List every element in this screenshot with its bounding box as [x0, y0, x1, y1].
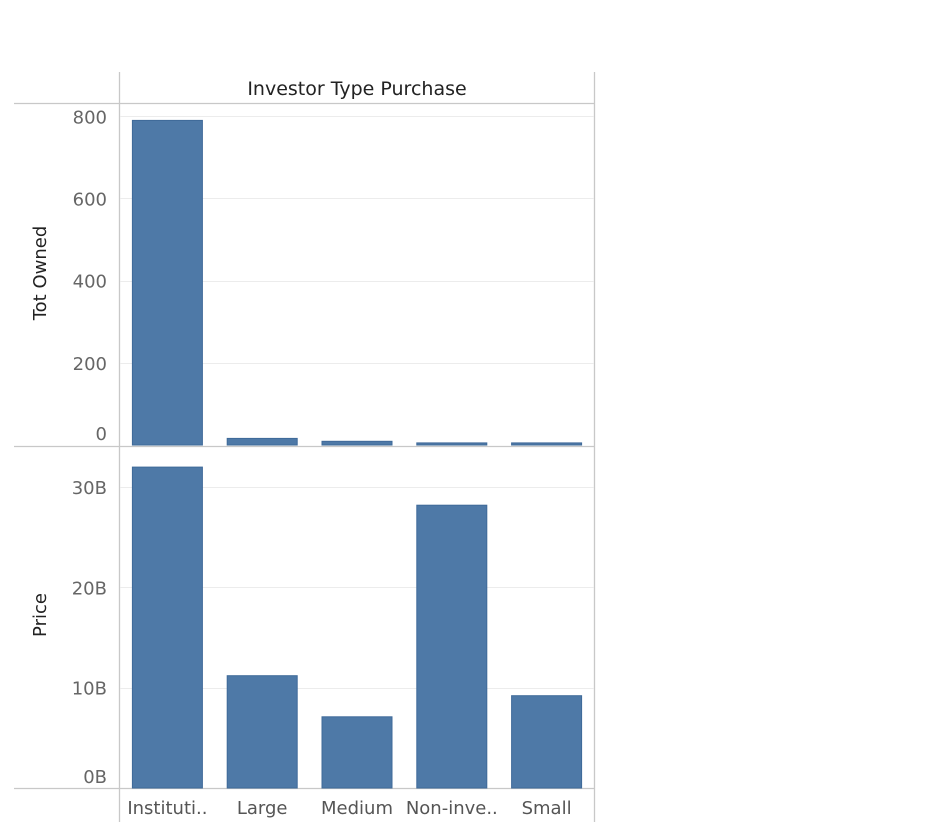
bar-0-3[interactable]: [416, 442, 488, 446]
y-tick-label: 10B: [72, 679, 107, 700]
bar-1-0[interactable]: [131, 466, 203, 789]
y-tick-label: 0B: [83, 767, 107, 788]
bar-1-3[interactable]: [416, 504, 488, 789]
y-tick-label: 200: [73, 354, 107, 375]
column-header-title: Investor Type Purchase: [247, 78, 466, 100]
y-tick-label: 20B: [72, 578, 107, 599]
bar-0-2[interactable]: [321, 440, 393, 446]
y-tick-label: 30B: [72, 478, 107, 499]
y-tick-label: 600: [73, 189, 107, 210]
bar-0-4[interactable]: [511, 442, 583, 446]
x-tick-label: Non-inve..: [406, 798, 498, 819]
y-tick-label: 0: [96, 424, 107, 445]
panel-1: 0 200 400 600 800 Tot Owned: [30, 107, 594, 446]
x-tick-label: Small: [522, 798, 572, 819]
y-tick-label: 800: [73, 107, 107, 128]
bar-0-0[interactable]: [131, 119, 203, 446]
chart-panels: 0 200 400 600 800 Tot Owned 0B 10B 20B 30B Price: [30, 107, 594, 789]
x-tick-label: Instituti..: [127, 798, 207, 819]
bar-1-1[interactable]: [226, 675, 298, 789]
chart-frame: [14, 72, 596, 822]
bar-1-2[interactable]: [321, 716, 393, 789]
x-tick-label: Large: [237, 798, 288, 819]
x-axis: Instituti.. Large Medium Non-inve.. Small: [127, 798, 571, 819]
y-axis-title: Tot Owned: [30, 226, 51, 322]
y-axis-title: Price: [30, 593, 51, 637]
panel-2: 0B 10B 20B 30B Price: [30, 466, 594, 789]
x-tick-label: Medium: [321, 798, 393, 819]
y-tick-label: 400: [73, 272, 107, 293]
bar-0-1[interactable]: [226, 437, 298, 446]
bar-1-4[interactable]: [511, 695, 583, 789]
